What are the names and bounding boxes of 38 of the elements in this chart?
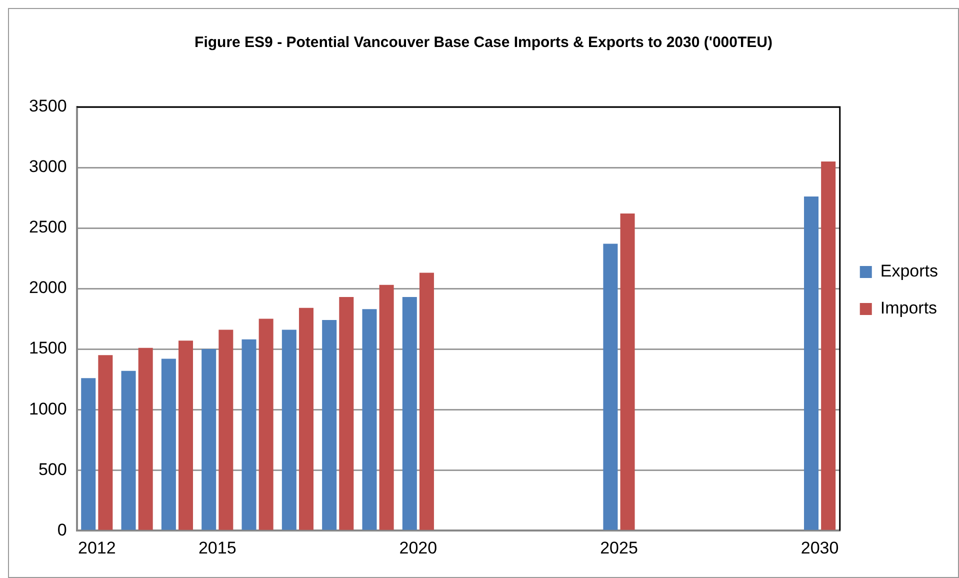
bar bbox=[242, 339, 256, 530]
bar bbox=[282, 330, 296, 530]
bar bbox=[620, 214, 635, 530]
bar bbox=[603, 244, 618, 530]
bar bbox=[339, 297, 354, 530]
bar bbox=[218, 330, 234, 530]
bar bbox=[419, 272, 434, 530]
y-tick-label: 3000 bbox=[28, 157, 67, 176]
y-tick-label: 0 bbox=[57, 520, 67, 540]
bar bbox=[402, 297, 417, 530]
legend-label: Exports bbox=[880, 262, 938, 281]
bar bbox=[178, 340, 194, 530]
bar bbox=[138, 348, 153, 530]
bar bbox=[258, 318, 274, 530]
x-tick-label: 2025 bbox=[600, 538, 638, 558]
bar bbox=[81, 378, 96, 530]
y-tick-label: 3500 bbox=[28, 96, 67, 116]
bar bbox=[322, 320, 337, 530]
bar bbox=[821, 161, 836, 530]
bar bbox=[362, 309, 377, 530]
bar bbox=[298, 308, 314, 530]
x-tick-label: 2020 bbox=[399, 538, 438, 558]
bar bbox=[804, 196, 819, 530]
bar bbox=[98, 355, 113, 530]
y-tick-label: 2500 bbox=[28, 218, 67, 237]
y-tick-label: 500 bbox=[38, 460, 67, 479]
bar bbox=[161, 358, 176, 530]
chart-title: Figure ES9 - Potential Vancouver Base Case Imports & Exports to 2030 ('000TEU) bbox=[194, 34, 772, 52]
bar bbox=[202, 349, 216, 530]
x-tick-label: 2012 bbox=[78, 538, 116, 558]
y-tick-label: 2000 bbox=[28, 278, 67, 298]
legend-label: Imports bbox=[880, 298, 938, 318]
bar bbox=[121, 370, 136, 530]
y-tick-label: 1000 bbox=[28, 399, 67, 418]
bar bbox=[379, 284, 394, 530]
y-tick-label: 1500 bbox=[28, 338, 67, 358]
x-tick-label: 2030 bbox=[800, 538, 839, 558]
x-tick-label: 2015 bbox=[198, 538, 236, 558]
